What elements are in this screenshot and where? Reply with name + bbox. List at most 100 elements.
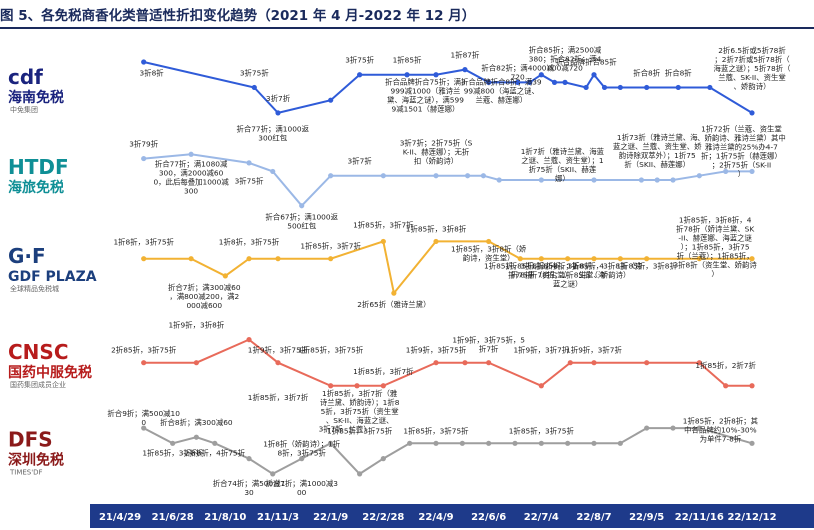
data-label: 3折75折 (240, 68, 269, 77)
data-label: 1折85折，3折7折 (300, 242, 361, 251)
data-label-line: 折合品牌折合8折；满39 (461, 78, 542, 87)
data-label: 1折8折，3折75折 (219, 238, 280, 247)
data-point (696, 425, 702, 431)
data-label: 折合74折；满500减1 30 (213, 479, 286, 497)
data-point (601, 84, 608, 91)
data-label-line: -II、赫莲娜、海蓝之谜 (678, 234, 752, 243)
data-point (433, 360, 439, 366)
data-label-line: 1折85折，3折75折 (298, 346, 364, 355)
data-point (357, 471, 363, 477)
x-tick-label: 22/9/5 (629, 512, 664, 523)
data-point (462, 67, 468, 73)
data-label: 2折8折，4折75折 (185, 448, 246, 457)
data-label-line: 5折，3折75折（资生堂 (321, 407, 399, 416)
data-point (696, 256, 702, 262)
brand-mark-text: G·F (8, 244, 46, 268)
data-label-line: 300，满2000减60 (159, 168, 224, 177)
data-label: 3折7折；2折75折（S K-II、赫莲娜）；无折扣（娇韵诗） (400, 139, 473, 166)
data-point (328, 173, 334, 179)
data-label-line: 1折72折（兰蔻、资生堂 (701, 124, 782, 133)
data-point (246, 456, 252, 462)
data-label-line: 3折7折 (348, 157, 373, 166)
data-point (141, 155, 147, 162)
series-name: 海南免税 (8, 89, 64, 106)
data-label-line: 1折85折，2折8折；其 (683, 416, 758, 425)
data-point (538, 383, 544, 389)
data-point (380, 238, 386, 245)
data-label-line: 1折85折 (393, 56, 422, 65)
data-point (496, 177, 502, 183)
data-point (270, 471, 276, 477)
data-label: 折合7折；满300减60 ，满800减200，满2 000减600 (168, 283, 241, 310)
data-label: 1折85折，3折8折，4 折78折；1折85折（海蓝之谜） (530, 262, 606, 289)
data-point (141, 256, 147, 262)
data-label-line: 1折85折，3折8折 (142, 448, 203, 457)
data-label: 1折9折，3折7折 (566, 346, 622, 355)
data-label: 1折85折，2折8折；2 折75折（资生堂） (505, 262, 578, 280)
data-point (654, 177, 660, 183)
data-label-line: 3折75折 (345, 56, 374, 65)
data-label: 1折85折，3折75折 (403, 426, 469, 435)
data-point (638, 177, 645, 183)
data-point (644, 84, 650, 91)
data-label-line: 1折9折，3折75折 (406, 346, 467, 355)
data-label: 1折9折，3折7折 (513, 346, 569, 355)
data-point (170, 440, 176, 446)
data-label: 折合67折；满1000返 500红包 (265, 213, 338, 231)
data-label-line: 000减600 (186, 301, 222, 310)
data-label-line: 1折85折，3折7折（雅 (322, 389, 398, 398)
data-label-line: 、娇韵诗） (734, 82, 771, 91)
data-point (188, 256, 194, 262)
data-label: 3折75折 (345, 56, 374, 65)
data-label-line: 1折85折，3折75折 (403, 426, 469, 435)
data-point (591, 72, 597, 78)
x-tick-label: 22/11/16 (675, 512, 724, 523)
data-point (749, 110, 755, 116)
data-point (193, 360, 199, 366)
data-label: 1折85折 (393, 56, 422, 65)
data-label-line: 蓝之谜、兰蔻、资生堂、娇 (613, 142, 702, 151)
data-label-line: 3折75折 (235, 176, 264, 185)
data-label-line: 折合8折 (665, 68, 692, 77)
data-point (275, 256, 281, 262)
data-label-line: 折合品牌折合75折；满3 (385, 78, 466, 87)
data-point (141, 59, 147, 65)
data-label-line: 折75折（SKII、赫莲 (529, 165, 597, 174)
data-label-line: 折78折 (508, 271, 533, 280)
data-label: 折合品牌折合8折；满39 99减800（海蓝之谜、兰蔻、赫莲娜） (461, 78, 542, 105)
data-label: 1折85折，3折8折（娇韵诗，资生堂） (451, 244, 527, 262)
data-point (462, 360, 468, 366)
data-point (251, 84, 257, 91)
data-label: 2折65折（雅诗兰黛） (357, 300, 430, 309)
data-label-line: 折合82折；满4000减 (481, 63, 554, 72)
data-label-line: 00 (297, 488, 307, 497)
data-label: 1折9折，3折8折 (168, 321, 224, 330)
data-label-line: 1折85折，3折7折 (353, 367, 414, 376)
brand-badge-text: 全球精品免税城 (10, 284, 59, 293)
data-point (617, 440, 623, 446)
data-label-line: 韵诗除双萃外）；1折75 (619, 151, 696, 160)
x-tick-label: 21/4/29 (99, 512, 141, 523)
data-point (696, 360, 702, 366)
x-tick-label: 22/7/4 (524, 512, 559, 523)
data-label-line: 兰蔻、SK-II、资生堂 (718, 73, 786, 82)
data-point (617, 84, 623, 91)
data-label-line: 、娇韵诗、雅诗兰黛）其中 (697, 133, 786, 142)
brand-mark-text: HTDF (8, 155, 69, 179)
data-label: 1折85折，3折8折，4 折78折（娇诗兰黛、SK -II、赫莲娜、海蓝之谜）；1折… (673, 216, 757, 279)
data-point (527, 79, 533, 85)
data-label: 折合82折；满4000减 720 (481, 63, 554, 81)
data-label-line: ，满800减200，满2 (169, 292, 239, 301)
data-point (246, 256, 252, 262)
data-point (433, 173, 439, 179)
data-point (723, 168, 729, 175)
data-label-line: 海蓝之谜）；5折78折（ (714, 64, 792, 73)
data-label-line: 3折8折 (140, 68, 165, 77)
data-point (459, 440, 465, 446)
data-point (357, 72, 363, 78)
data-label-line: 1折9折，3折75折，5 (452, 336, 525, 345)
